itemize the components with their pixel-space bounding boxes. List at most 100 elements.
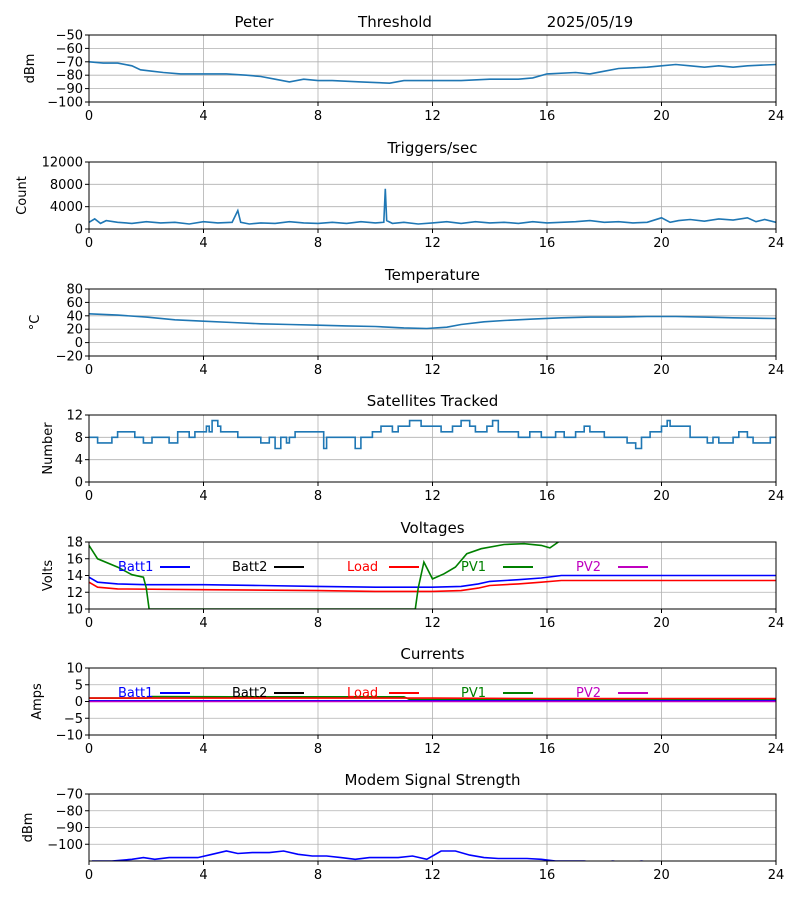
y-axis-label: Amps [30,683,45,720]
header-center: Threshold [357,13,432,31]
y-tick-label: −100 [47,96,83,111]
panel-triggers: 0 4 8 12 16 20 24 0 4000 8000 12000 Triggers/sec Cou… [15,139,784,251]
x-tick-label: 4 [199,616,207,631]
y-tick-label: −50 [56,29,83,44]
x-tick-label: 12 [424,742,441,757]
y-tick-label: 12 [66,586,83,601]
panel-threshold: 0 4 8 12 16 20 24 −100−90−80−70−60−50 dBm [23,29,784,125]
y-tick-label: 0 [75,476,83,491]
x-tick-label: 0 [85,742,93,757]
y-tick-label: −60 [56,42,83,57]
x-tick-label: 4 [199,236,207,251]
legend-label-pv2: PV2 [576,686,601,701]
x-tick-label: 20 [653,109,670,124]
legend-label-pv1: PV1 [461,560,486,575]
x-tick-label: 20 [653,616,670,631]
panel-title: Triggers/sec [387,139,478,157]
x-tick-label: 8 [314,742,322,757]
x-tick-label: 16 [539,742,556,757]
series-line [89,61,776,85]
x-tick-label: 0 [85,616,93,631]
y-tick-label: 12000 [42,156,83,171]
x-tick-label: 20 [653,489,670,504]
y-tick-label: −10 [56,729,83,744]
x-tick-label: 24 [768,616,785,631]
y-tick-label: −100 [47,838,83,853]
y-axis-label: dBm [23,54,38,84]
x-tick-label: 24 [768,489,785,504]
legend-label-batt1: Batt1 [118,686,153,701]
panel-title: Voltages [400,519,464,537]
series-line-batt1 [89,574,776,588]
x-tick-label: 12 [424,868,441,883]
y-axis-label: Number [41,422,56,475]
legend-label-pv2: PV2 [576,560,601,575]
x-tick-label: 12 [424,616,441,631]
x-tick-label: 8 [314,109,322,124]
x-tick-label: 4 [199,742,207,757]
y-tick-label: 4000 [50,200,83,215]
y-axis-label: Count [15,176,30,215]
legend-label-batt2: Batt2 [232,686,267,701]
y-tick-label: 40 [66,309,83,324]
x-tick-label: 20 [653,742,670,757]
legend-label-load: Load [347,560,378,575]
x-tick-label: 8 [314,868,322,883]
y-tick-label: 16 [66,552,83,567]
x-tick-label: 0 [85,489,93,504]
y-tick-label: 18 [66,536,83,551]
series-line [89,313,776,330]
x-tick-label: 24 [768,868,785,883]
y-tick-label: 0 [75,336,83,351]
x-tick-label: 12 [424,236,441,251]
x-tick-label: 16 [539,363,556,378]
x-tick-label: 0 [85,109,93,124]
x-tick-label: 12 [424,363,441,378]
header-right: 2025/05/19 [547,13,633,31]
panel-modem: 0 4 8 12 16 20 24 −100 −90 −80−70 Modem Signal Str… [21,771,784,883]
y-tick-label: −70 [56,788,83,803]
x-tick-label: 24 [768,363,785,378]
x-tick-label: 24 [768,742,785,757]
y-tick-label: 10 [66,662,83,677]
y-tick-label: 12 [66,409,83,424]
x-tick-label: 16 [539,616,556,631]
panel-title: Modem Signal Strength [345,771,521,789]
y-tick-label: 8000 [50,178,83,193]
x-tick-label: 4 [199,868,207,883]
x-tick-label: 0 [85,363,93,378]
y-tick-label: −90 [56,821,83,836]
series-line [91,850,649,861]
x-tick-label: 4 [199,363,207,378]
y-tick-label: −70 [56,55,83,70]
x-tick-label: 16 [539,489,556,504]
x-tick-label: 0 [85,868,93,883]
panel-title: Currents [400,645,464,663]
x-tick-label: 4 [199,489,207,504]
x-tick-label: 24 [768,109,785,124]
y-tick-label: 0 [75,695,83,710]
y-tick-label: −90 [56,82,83,97]
x-tick-label: 20 [653,868,670,883]
x-tick-label: 8 [314,363,322,378]
x-tick-label: 8 [314,489,322,504]
y-tick-label: −80 [56,69,83,84]
y-tick-label: −5 [64,712,83,727]
x-tick-label: 12 [424,109,441,124]
y-tick-label: 20 [66,323,83,338]
y-tick-label: 80 [66,283,83,298]
legend-label-load: Load [347,686,378,701]
y-tick-label: 60 [66,296,83,311]
panel-title: Satellites Tracked [367,392,498,410]
x-tick-label: 16 [539,109,556,124]
x-tick-label: 8 [314,616,322,631]
x-tick-label: 24 [768,236,785,251]
x-tick-label: 16 [539,868,556,883]
y-tick-label: 5 [75,678,83,693]
y-tick-label: 0 [75,223,83,238]
y-tick-label: 14 [66,569,83,584]
panel-satellites: 0 4 8 12 16 20 24 0 4 8 12 Satellites Tracked Number [41,392,784,504]
